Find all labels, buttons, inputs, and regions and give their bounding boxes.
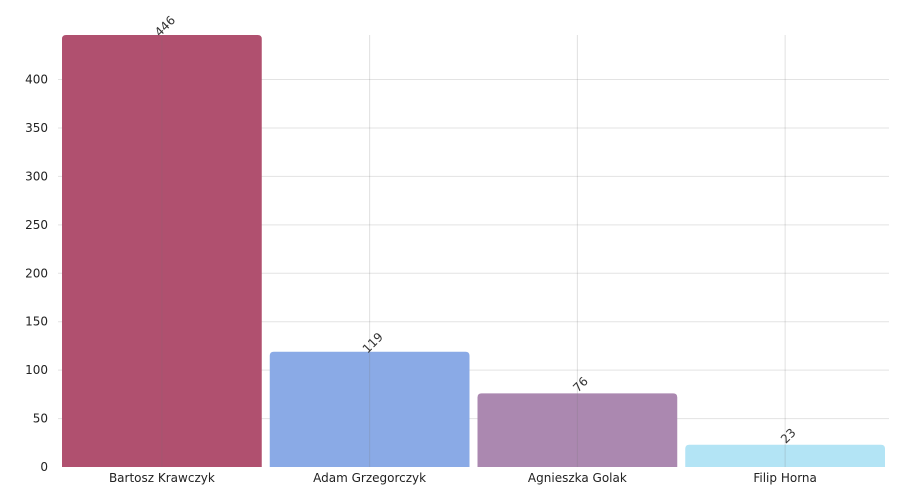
y-tick-label: 200: [25, 266, 48, 280]
bar-layer: [62, 35, 885, 467]
x-tick-label: Bartosz Krawczyk: [109, 471, 215, 485]
data-label: 23: [778, 426, 799, 447]
y-tick-label: 100: [25, 363, 48, 377]
y-tick-label: 350: [25, 121, 48, 135]
y-tick-label: 400: [25, 73, 48, 87]
x-tick-label: Agnieszka Golak: [528, 471, 627, 485]
bar[interactable]: [62, 35, 262, 467]
y-tick-label: 150: [25, 315, 48, 329]
vertical-grid-layer: [161, 35, 786, 467]
y-tick-label: 0: [40, 460, 48, 474]
y-tick-label: 250: [25, 218, 48, 232]
bar[interactable]: [269, 351, 470, 467]
y-axis: 0 50 100 150 200 250 300 350 400: [25, 73, 48, 474]
bar[interactable]: [685, 444, 885, 467]
y-tick-label: 300: [25, 169, 48, 183]
x-axis: Bartosz Krawczyk Adam Grzegorczyk Agnieszk…: [109, 471, 817, 485]
bar[interactable]: [477, 393, 678, 467]
x-tick-label: Adam Grzegorczyk: [313, 471, 426, 485]
data-label: 76: [570, 374, 591, 395]
x-tick-label: Filip Horna: [753, 471, 817, 485]
y-tick-label: 50: [33, 412, 48, 426]
